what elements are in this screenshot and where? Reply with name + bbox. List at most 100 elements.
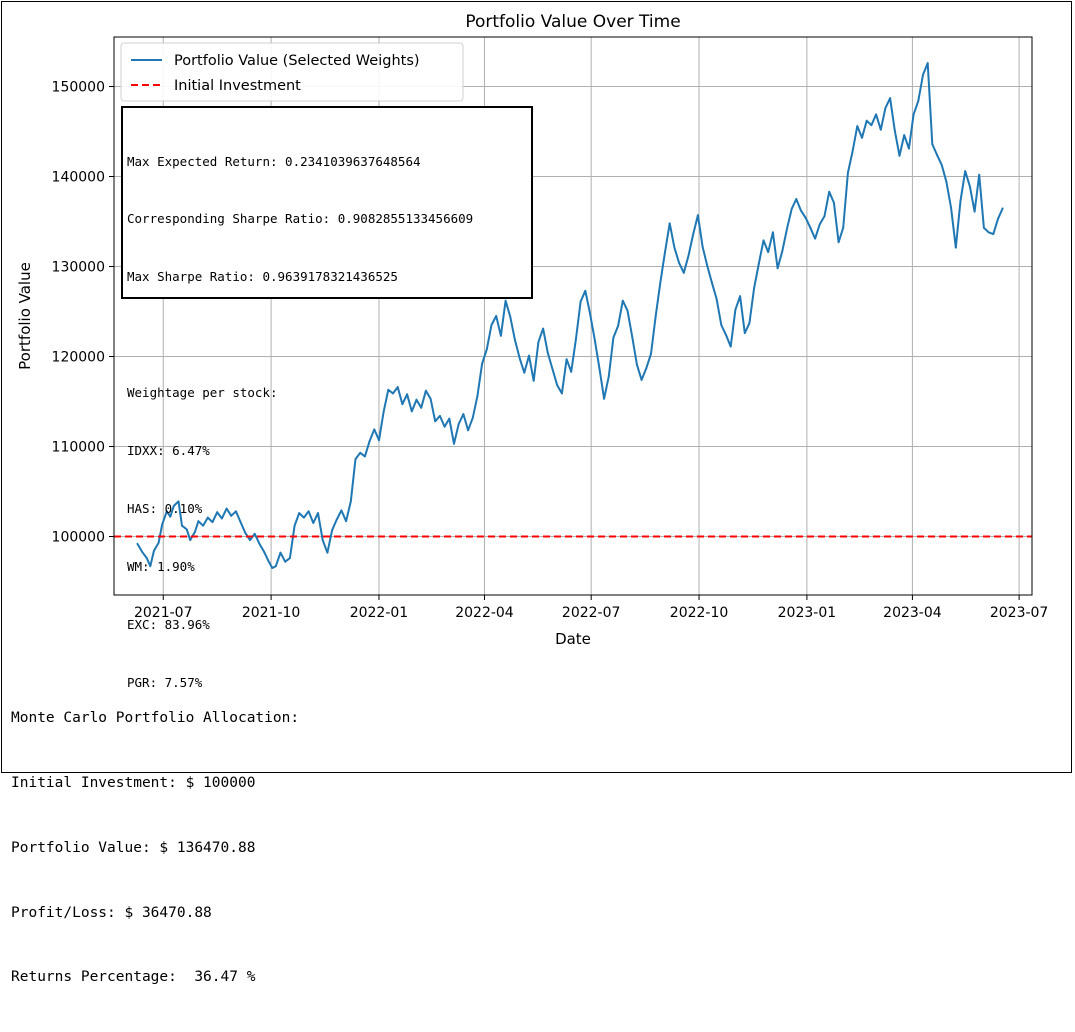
info-line: Max Sharpe Ratio: 0.9639178321436525 xyxy=(127,269,398,285)
portfolio-value-point xyxy=(650,352,652,355)
portfolio-value-point xyxy=(189,539,192,541)
portfolio-value-point xyxy=(978,173,981,176)
portfolio-value-point xyxy=(457,423,460,425)
portfolio-value-point xyxy=(331,529,333,532)
portfolio-value-point xyxy=(823,215,826,218)
portfolio-value-point xyxy=(786,227,788,230)
portfolio-value-point xyxy=(856,125,859,127)
portfolio-value-point xyxy=(837,241,840,244)
portfolio-value-point xyxy=(621,299,624,302)
portfolio-value-point xyxy=(467,429,469,432)
portfolio-value-point xyxy=(481,362,483,365)
portfolio-value-point xyxy=(757,262,760,265)
portfolio-value-point xyxy=(415,398,418,401)
portfolio-value-point xyxy=(448,417,451,420)
portfolio-summary: Monte Carlo Portfolio Allocation: Initia… xyxy=(11,665,299,1032)
portfolio-value-point xyxy=(593,338,596,341)
portfolio-value-point xyxy=(556,384,559,387)
portfolio-value-point xyxy=(640,379,643,381)
portfolio-value-point xyxy=(528,354,530,357)
portfolio-value-point xyxy=(668,222,671,225)
portfolio-value-point xyxy=(490,324,493,326)
portfolio-value-point xyxy=(317,512,319,514)
portfolio-value-point xyxy=(169,515,172,518)
portfolio-value-point xyxy=(230,514,233,517)
portfolio-value-point xyxy=(945,181,948,183)
portfolio-value-point xyxy=(917,100,920,102)
portfolio-value-point xyxy=(847,172,849,174)
info-line: Max Expected Return: 0.2341039637648564 xyxy=(127,153,421,169)
portfolio-value-point xyxy=(263,550,265,553)
portfolio-value-point xyxy=(211,521,214,523)
y-tick-label: 140000 xyxy=(52,170,105,186)
portfolio-value-point xyxy=(701,245,704,248)
portfolio-value-point xyxy=(772,231,774,234)
portfolio-value-point xyxy=(842,226,845,229)
portfolio-value-point xyxy=(202,524,205,527)
portfolio-value-point xyxy=(326,551,329,554)
x-tick-label: 2022-04 xyxy=(455,605,514,621)
portfolio-value-point xyxy=(401,403,404,406)
figure-frame: Portfolio Value Over Time 2021-07 2021-10 2… xyxy=(1,1,1072,985)
portfolio-value-point xyxy=(570,370,573,373)
portfolio-value-point xyxy=(307,510,310,513)
portfolio-value-point xyxy=(781,250,784,253)
portfolio-value-point xyxy=(617,325,619,327)
portfolio-value-point xyxy=(950,207,952,209)
portfolio-value-point xyxy=(654,315,657,317)
portfolio-value-point xyxy=(987,231,990,234)
portfolio-value-point xyxy=(903,134,906,137)
portfolio-value-point xyxy=(420,406,423,409)
portfolio-value-point xyxy=(221,517,223,520)
portfolio-value-point xyxy=(936,154,938,156)
portfolio-value-point xyxy=(485,348,488,351)
portfolio-value-point xyxy=(964,170,967,173)
portfolio-value-point xyxy=(912,113,915,116)
portfolio-value-point xyxy=(997,217,999,220)
portfolio-value-point xyxy=(776,267,779,270)
portfolio-value-point xyxy=(225,507,228,510)
portfolio-value-point xyxy=(734,308,737,311)
portfolio-value-point xyxy=(954,246,957,249)
portfolio-value-point xyxy=(518,357,521,360)
portfolio-value-point xyxy=(931,143,934,146)
portfolio-value-point xyxy=(908,147,910,150)
portfolio-value-point xyxy=(814,237,816,240)
portfolio-value-point xyxy=(149,565,152,568)
portfolio-value-point xyxy=(692,233,695,236)
portfolio-value-point xyxy=(197,520,200,523)
portfolio-value-point xyxy=(235,510,237,513)
portfolio-value-point xyxy=(267,560,270,563)
portfolio-value-point xyxy=(453,442,455,445)
portfolio-value-point xyxy=(715,298,718,300)
portfolio-value-point xyxy=(861,136,863,139)
portfolio-value-point xyxy=(1001,207,1004,210)
portfolio-value-point xyxy=(879,128,882,131)
portfolio-value-point xyxy=(636,363,638,366)
portfolio-value-point xyxy=(875,113,877,116)
portfolio-value-point xyxy=(293,524,296,527)
portfolio-value-point xyxy=(279,551,282,554)
portfolio-value-point xyxy=(504,299,507,302)
portfolio-value-point xyxy=(973,210,976,213)
portfolio-value-point xyxy=(579,300,582,303)
portfolio-value-point xyxy=(706,264,709,267)
portfolio-value-point xyxy=(271,567,274,569)
portfolio-value-point xyxy=(141,550,144,553)
summary-line: Portfolio Value: $ 136470.88 xyxy=(11,839,256,856)
portfolio-value-point xyxy=(136,542,139,545)
x-tick-label: 2021-07 xyxy=(134,605,193,621)
portfolio-value-point xyxy=(258,542,261,545)
portfolio-value-point xyxy=(532,379,535,382)
info-line-blank xyxy=(127,325,527,344)
portfolio-value-point xyxy=(354,458,357,460)
portfolio-value-point xyxy=(392,392,394,395)
info-line: IDXX: 6.47% xyxy=(127,443,210,459)
summary-line: Profit/Loss: $ 36470.88 xyxy=(11,904,212,921)
portfolio-value-point xyxy=(711,281,713,284)
portfolio-value-point xyxy=(893,129,896,132)
portfolio-value-point xyxy=(884,107,887,109)
portfolio-value-point xyxy=(800,209,802,212)
portfolio-value-point xyxy=(303,516,305,519)
portfolio-value-point xyxy=(537,341,540,343)
